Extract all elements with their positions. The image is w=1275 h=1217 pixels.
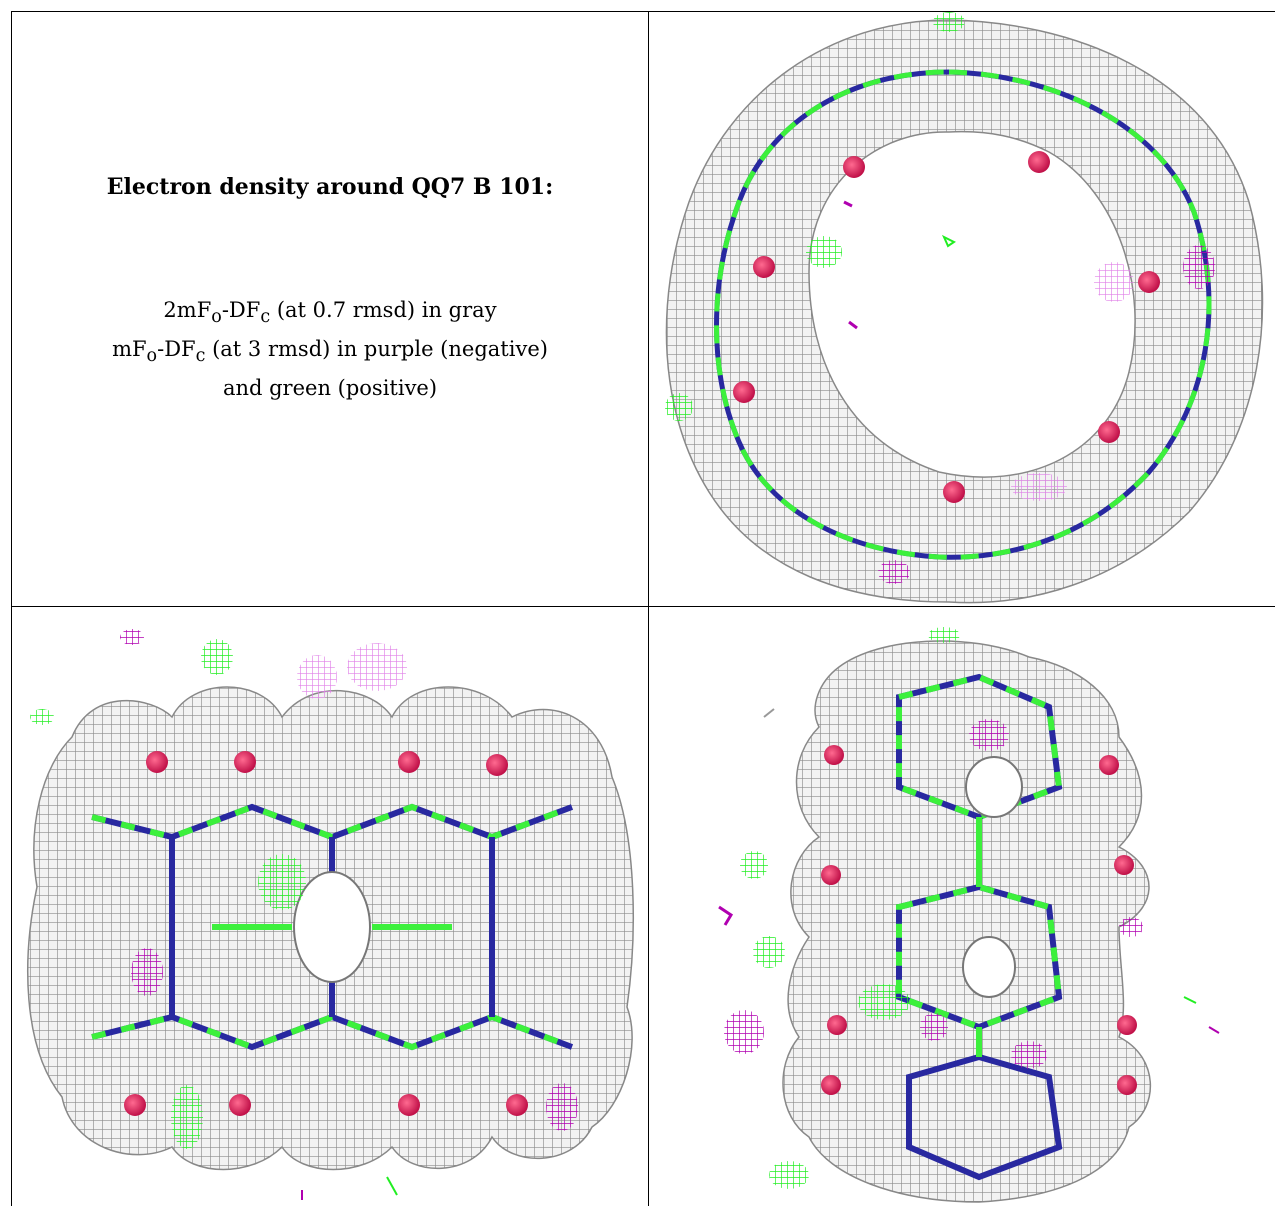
difference-density-blobs <box>665 12 1215 584</box>
table-border-top <box>11 11 1275 12</box>
table-border-center <box>11 606 1275 607</box>
tilted-side-view <box>649 607 1275 1206</box>
side-density <box>27 629 634 1200</box>
tilted-density <box>718 627 1220 1203</box>
legend-line-2fofc: 2mFo-DFc (at 0.7 rmsd) in gray <box>163 298 497 328</box>
table-border-middle <box>648 11 649 1206</box>
top-down-density <box>665 12 1264 604</box>
oxygen-atoms <box>733 151 1160 503</box>
legend-cell: Electron density around QQ7 B 101: 2mFo-… <box>12 12 648 606</box>
difference-density-blobs <box>718 627 1220 1189</box>
side-view <box>12 607 648 1206</box>
legend-lines: 2mFo-DFc (at 0.7 rmsd) in gray mFo-DFc (… <box>12 294 648 404</box>
legend-title: Electron density around QQ7 B 101: <box>106 174 554 200</box>
difference-density-blobs <box>30 629 578 1200</box>
legend-line-fofc: mFo-DFc (at 3 rmsd) in purple (negative) <box>112 337 548 367</box>
oxygen-atoms <box>124 751 528 1116</box>
table-border-left <box>11 11 12 1206</box>
oxygen-atoms <box>821 745 1137 1095</box>
legend-line-colors: and green (positive) <box>222 376 438 401</box>
top-down-view <box>649 12 1275 606</box>
